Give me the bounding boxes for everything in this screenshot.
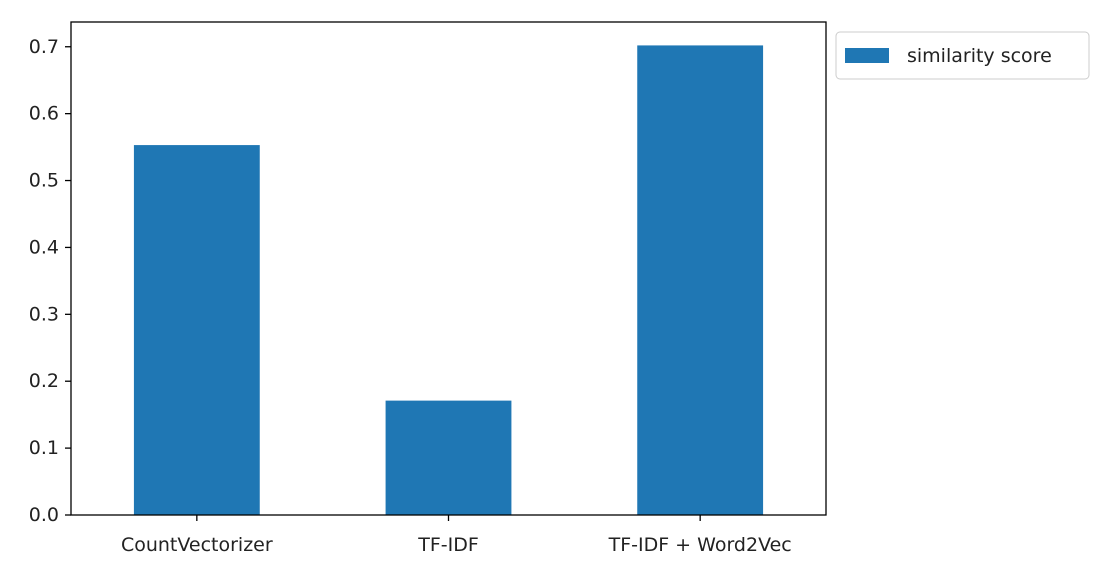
legend-label: similarity score (907, 45, 1052, 67)
bar-2 (637, 45, 764, 516)
x-tick-label: TF-IDF + Word2Vec (608, 534, 792, 556)
y-tick-label: 0.6 (29, 103, 59, 125)
y-tick-label: 0.3 (29, 303, 59, 325)
bar-1 (385, 400, 512, 515)
y-tick-label: 0.7 (29, 36, 59, 58)
bars-layer (133, 45, 764, 516)
legend-swatch (845, 48, 889, 63)
x-tick-label: TF-IDF (417, 534, 479, 556)
y-tick-label: 0.1 (29, 437, 59, 459)
x-axis: CountVectorizer TF-IDF TF-IDF + Word2Vec (121, 515, 792, 556)
bar-0 (133, 145, 260, 515)
y-tick-label: 0.5 (29, 170, 59, 192)
legend: similarity score (835, 31, 1090, 80)
legend-box (835, 31, 1090, 80)
y-axis: 0.0 0.1 0.2 0.3 0.4 0.5 0.6 0.7 (29, 36, 71, 526)
y-tick-label: 0.4 (29, 236, 59, 258)
y-tick-label: 0.2 (29, 370, 59, 392)
x-tick-label: CountVectorizer (121, 534, 273, 556)
y-tick-label: 0.0 (29, 504, 59, 526)
